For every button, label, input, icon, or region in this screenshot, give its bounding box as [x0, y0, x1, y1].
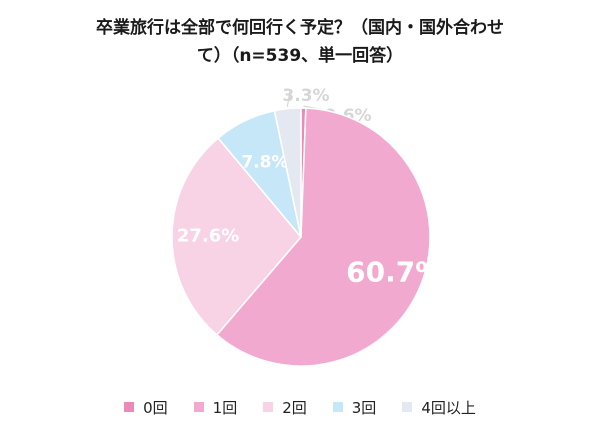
chart-legend: 0回 1回 2回 3回 4回以上 [0, 396, 600, 418]
data-label-2: 27.6% [177, 225, 239, 246]
legend-swatch-1 [193, 402, 204, 412]
legend-item-0: 0回 [124, 397, 168, 418]
legend-label-4: 4回以上 [421, 398, 476, 417]
legend-label-2: 2回 [282, 398, 307, 417]
chart-title-line-2: て）（n=539、単一回答） [196, 46, 404, 66]
data-label-4: 3.3% [282, 86, 329, 106]
legend-item-2: 2回 [263, 397, 307, 418]
pie-slice-2 [171, 137, 302, 336]
legend-label-0: 0回 [143, 398, 168, 417]
leader-line-4 [286, 89, 291, 107]
legend-swatch-0 [124, 402, 135, 412]
chart-title: 卒業旅行は全部で何回行く予定？（国内・国外合わせ て）（n=539、単一回答） [0, 14, 600, 70]
pie-slice-1 [215, 107, 431, 367]
legend-swatch-3 [332, 402, 343, 412]
legend-label-3: 3回 [351, 398, 377, 417]
legend-item-3: 3回 [332, 397, 377, 418]
data-label-3: 7.8% [241, 153, 288, 173]
pie-slice-4 [273, 107, 302, 238]
legend-swatch-2 [263, 402, 274, 412]
chart-title-line-1: 卒業旅行は全部で何回行く予定？（国内・国外合わせ [96, 18, 504, 38]
legend-item-1: 1回 [193, 397, 238, 418]
legend-swatch-4 [402, 402, 413, 412]
data-label-1: 60.7% [346, 256, 443, 289]
legend-item-4: 4回以上 [402, 397, 476, 418]
legend-label-1: 1回 [212, 398, 238, 417]
